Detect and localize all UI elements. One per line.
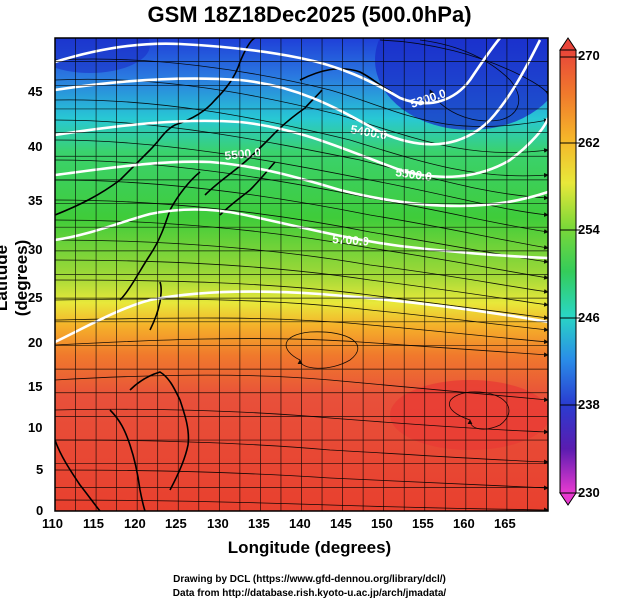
x-tick-label: 150 (371, 516, 393, 531)
y-tick-label: 40 (28, 139, 43, 154)
contour-line (55, 39, 542, 146)
cold-core (375, 38, 548, 130)
x-tick-label: 120 (124, 516, 146, 531)
x-tick-label: 135 (248, 516, 270, 531)
x-tick-label: 110 (42, 516, 63, 531)
y-tick-label: 35 (28, 193, 43, 208)
colorbar-tick-label: 254 (578, 222, 600, 237)
x-tick-label: 125 (165, 516, 187, 531)
credit-drawing: Drawing by DCL (https://www.gfd-dennou.o… (173, 574, 446, 585)
contour-line (55, 160, 548, 208)
y-tick-label: 20 (28, 335, 43, 350)
colorbar-tick-label: 262 (578, 135, 600, 150)
x-tick-label: 115 (83, 516, 104, 531)
contour-label: 5500.0 (224, 145, 262, 163)
grid-lines (54, 37, 549, 512)
y-tick-label: 25 (28, 290, 43, 305)
y-tick-label: 15 (28, 379, 43, 394)
y-tick-label: 30 (28, 242, 43, 257)
y-tick-label: 10 (28, 420, 43, 435)
y-axis-label: Latitude (degrees) (0, 239, 31, 317)
contour-label: 5700.0 (332, 232, 370, 249)
y-tick-label: 0 (36, 503, 44, 518)
contour-line (55, 38, 501, 105)
x-tick-label: 130 (207, 516, 229, 531)
colorbar-tick-label: 270 (578, 48, 600, 63)
contour-line (55, 290, 548, 344)
colorbar-tick-label: 238 (578, 397, 600, 412)
x-tick-label: 140 (289, 516, 311, 531)
x-tick-label: 160 (453, 516, 475, 531)
colorbar-scale (559, 49, 577, 494)
warm-patch (390, 380, 548, 450)
colorbar-bottom-arrow (559, 492, 577, 506)
plot-frame (54, 37, 549, 512)
x-tick-label: 165 (494, 516, 516, 531)
contour-line (55, 117, 548, 179)
x-tick-label: 155 (412, 516, 434, 531)
wind-streamlines (55, 39, 548, 511)
x-axis-label: Longitude (degrees) (227, 538, 392, 557)
colorbar (559, 37, 580, 506)
colorbar-top-arrow (559, 37, 577, 51)
y-tick-label: 45 (28, 84, 43, 99)
page-title: GSM 18Z18Dec2025 (500.0hPa) (147, 2, 472, 27)
height-contours (55, 38, 548, 344)
colorbar-tick-label: 246 (578, 310, 600, 325)
y-tick-label: 5 (36, 462, 44, 477)
contour-line (55, 208, 548, 260)
credit-data: Data from http://database.rish.kyoto-u.a… (172, 588, 447, 599)
x-tick-label: 145 (330, 516, 352, 531)
colorbar-tick-label: 230 (578, 485, 600, 500)
